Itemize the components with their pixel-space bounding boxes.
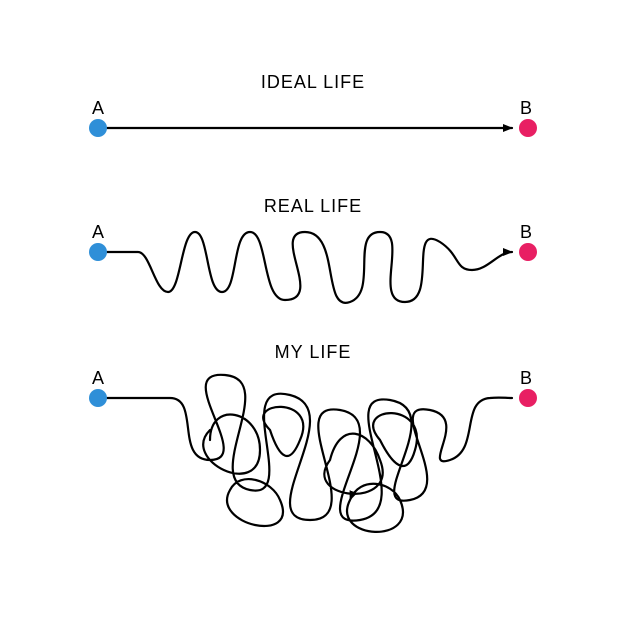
real-point-a-label: A <box>92 222 104 243</box>
paths-svg <box>0 0 626 626</box>
mylife-point-a-label: A <box>92 368 104 389</box>
real-point-b-dot <box>519 243 537 261</box>
ideal-point-a-label: A <box>92 98 104 119</box>
real-life-path <box>107 232 512 303</box>
my-life-path <box>107 375 512 532</box>
mylife-point-a-dot <box>89 389 107 407</box>
mylife-point-b-label: B <box>520 368 532 389</box>
ideal-point-b-dot <box>519 119 537 137</box>
real-point-a-dot <box>89 243 107 261</box>
ideal-point-a-dot <box>89 119 107 137</box>
real-point-b-label: B <box>520 222 532 243</box>
infographic-canvas: IDEAL LIFE A B REAL LIFE A B MY LIFE A B <box>0 0 626 626</box>
real-life-title: REAL LIFE <box>0 196 626 217</box>
my-life-title: MY LIFE <box>0 342 626 363</box>
mylife-point-b-dot <box>519 389 537 407</box>
ideal-point-b-label: B <box>520 98 532 119</box>
ideal-life-title: IDEAL LIFE <box>0 72 626 93</box>
